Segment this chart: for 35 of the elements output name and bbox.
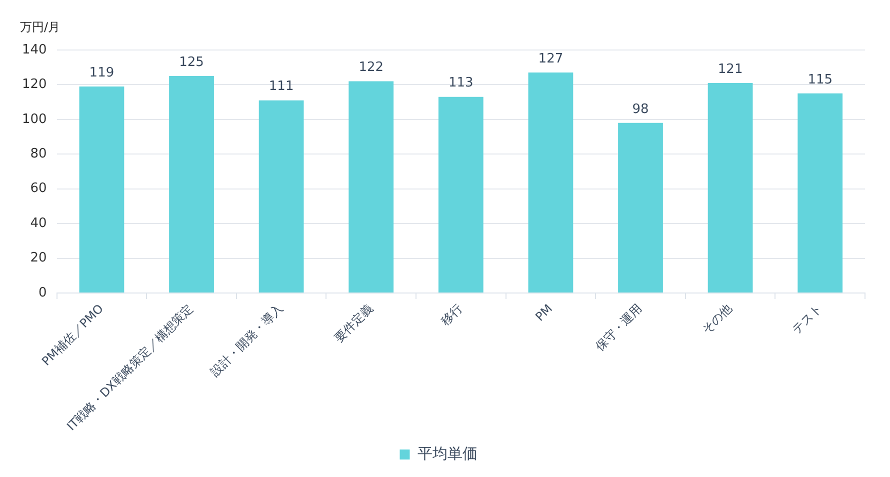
data-label: 98	[632, 102, 649, 117]
y-tick-label: 20	[30, 250, 47, 266]
x-tick-label: テスト	[789, 301, 824, 337]
y-tick-label: 80	[30, 146, 47, 162]
y-tick-label: 0	[38, 285, 47, 300]
bar	[438, 96, 484, 292]
x-tick-label: PM	[532, 301, 556, 324]
data-label: 122	[358, 60, 384, 76]
y-tick-label: 40	[30, 216, 47, 231]
bar	[798, 93, 843, 292]
data-label: 119	[89, 65, 114, 80]
y-tick-label: 60	[30, 181, 47, 196]
data-label: 113	[448, 76, 474, 91]
x-tick-label: 要件定義	[332, 301, 376, 346]
data-label: 125	[179, 54, 204, 70]
x-tick-label: 設計・開発・導入	[208, 301, 286, 380]
x-tick-label: その他	[699, 301, 735, 337]
legend-label: 平均単価	[417, 444, 478, 462]
bar	[169, 76, 214, 292]
bar	[528, 72, 574, 292]
data-label: 111	[268, 79, 294, 94]
bar	[708, 82, 753, 292]
data-label: 121	[718, 62, 743, 77]
data-label: 115	[808, 72, 833, 88]
bar	[348, 81, 394, 292]
bar	[258, 100, 304, 292]
x-tick-label: 移行	[438, 301, 466, 328]
data-label: 127	[538, 51, 564, 66]
y-axis-title: 万円/月	[20, 20, 60, 34]
x-tick-label: 保守・運用	[592, 301, 645, 354]
bar	[618, 122, 663, 292]
y-tick-label: 140	[22, 42, 47, 58]
y-tick-label: 120	[22, 77, 47, 92]
y-tick-label: 100	[22, 112, 47, 127]
bar	[79, 86, 124, 292]
